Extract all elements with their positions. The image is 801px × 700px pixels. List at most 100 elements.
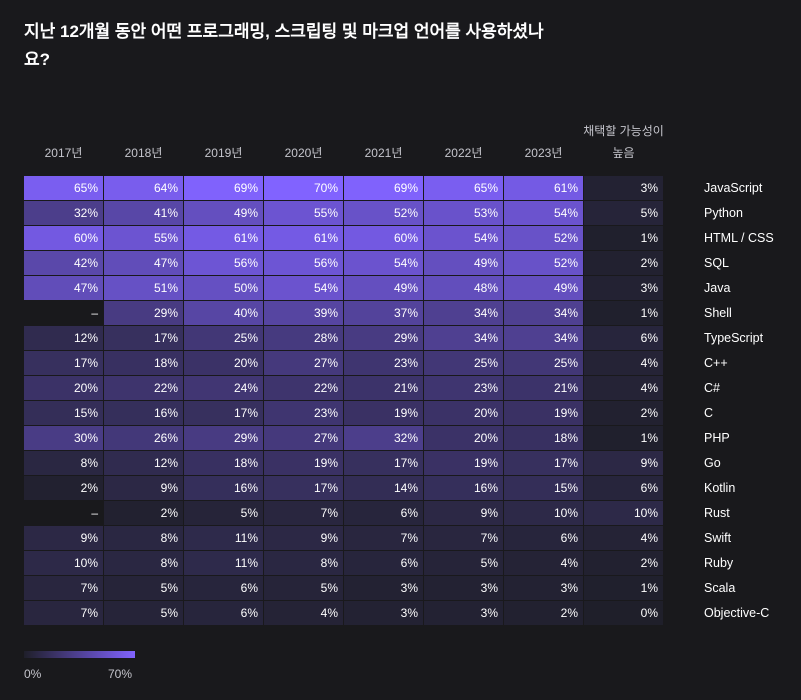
cell-label: 34%: [554, 306, 578, 320]
heatmap-cell: [184, 251, 263, 275]
heatmap-cell: [184, 601, 263, 625]
heatmap-cell: [344, 301, 423, 325]
row-label: Go: [704, 456, 721, 470]
heatmap-cell: [584, 201, 663, 225]
row-label: JavaScript: [704, 181, 763, 195]
heatmap-cell: [24, 426, 103, 450]
heatmap-cell: [24, 176, 103, 200]
cell-label: 47%: [74, 281, 98, 295]
cell-label: 4%: [561, 556, 579, 570]
cell-label: 2%: [641, 556, 659, 570]
legend-min-label: 0%: [24, 667, 42, 681]
heatmap-cell: [264, 276, 343, 300]
heatmap-cell: [504, 326, 583, 350]
cell-label: 41%: [154, 206, 178, 220]
cell-label: 9%: [161, 481, 179, 495]
cell-label: 20%: [74, 381, 98, 395]
heatmap-cell: [24, 351, 103, 375]
cell-label: 8%: [321, 556, 339, 570]
cell-label: 61%: [314, 231, 338, 245]
cell-label: 4%: [641, 356, 659, 370]
cell-label: 50%: [234, 281, 258, 295]
cell-label: 17%: [234, 406, 258, 420]
cell-label: 11%: [235, 556, 258, 570]
cell-label: 48%: [474, 281, 498, 295]
cell-label: 3%: [561, 581, 579, 595]
heatmap-cell: [24, 401, 103, 425]
cell-label: 2%: [641, 256, 659, 270]
heatmap-cell: [344, 401, 423, 425]
cell-label: 7%: [481, 531, 499, 545]
cell-label: 9%: [81, 531, 99, 545]
cell-label: 56%: [314, 256, 338, 270]
cell-label: 2%: [81, 481, 99, 495]
heatmap-cell: [24, 226, 103, 250]
cell-label: 20%: [474, 406, 498, 420]
cell-label: 0%: [641, 606, 659, 620]
heatmap-cell: [424, 351, 503, 375]
cell-label: 16%: [474, 481, 498, 495]
column-header: 2017년: [45, 146, 83, 160]
heatmap-cell: [584, 251, 663, 275]
cell-label: 5%: [641, 206, 659, 220]
heatmap-cell: [104, 501, 183, 525]
heatmap-cell: [504, 401, 583, 425]
heatmap-cell: [104, 401, 183, 425]
cell-label: 34%: [474, 331, 498, 345]
color-scale-legend: [24, 651, 135, 658]
cell-label: 37%: [394, 306, 418, 320]
cell-label: 3%: [401, 606, 419, 620]
heatmap-cell: [504, 176, 583, 200]
heatmap-cell: [344, 251, 423, 275]
cell-label: 29%: [394, 331, 418, 345]
heatmap-cell: [504, 576, 583, 600]
cell-label: 8%: [161, 556, 179, 570]
heatmap-cell: [184, 576, 263, 600]
heatmap-cell: [424, 176, 503, 200]
cell-label: 25%: [234, 331, 258, 345]
cell-label: 1%: [641, 231, 659, 245]
heatmap-cell: [424, 401, 503, 425]
cell-label: 39%: [314, 306, 338, 320]
heatmap-cell: [184, 551, 263, 575]
heatmap-cell: [424, 426, 503, 450]
heatmap-cell: [344, 526, 423, 550]
heatmap-cell: [584, 601, 663, 625]
cell-label: 53%: [474, 206, 498, 220]
cell-label: 40%: [234, 306, 258, 320]
cell-label: 23%: [474, 381, 498, 395]
heatmap-cell: [24, 501, 103, 525]
cell-label: 56%: [234, 256, 258, 270]
heatmap-cell: [264, 601, 343, 625]
heatmap-cell: [344, 351, 423, 375]
cell-label: 17%: [74, 356, 98, 370]
cell-label: 55%: [154, 231, 178, 245]
heatmap-cell: [104, 176, 183, 200]
heatmap-cell: [24, 576, 103, 600]
row-label: Python: [704, 206, 743, 220]
heatmap-cell: [584, 576, 663, 600]
heatmap-cell: [24, 301, 103, 325]
row-label: Ruby: [704, 556, 734, 570]
heatmap-cell: [184, 476, 263, 500]
cell-label: 27%: [314, 356, 338, 370]
heatmap-cell: [104, 576, 183, 600]
heatmap-cell: [104, 276, 183, 300]
cell-label: 70%: [314, 181, 338, 195]
heatmap-cell: [504, 551, 583, 575]
heatmap-cell: [344, 276, 423, 300]
heatmap-cell: [504, 201, 583, 225]
cell-label: 7%: [321, 506, 339, 520]
cell-label: 8%: [81, 456, 99, 470]
heatmap-cell: [424, 251, 503, 275]
heatmap-cell: [264, 326, 343, 350]
cell-label: 61%: [554, 181, 578, 195]
cell-label: 52%: [394, 206, 418, 220]
cell-label: 20%: [234, 356, 258, 370]
cell-label: –: [91, 506, 98, 520]
cell-label: 65%: [474, 181, 498, 195]
cell-label: 60%: [74, 231, 98, 245]
column-header: 2020년: [285, 146, 323, 160]
cell-label: 49%: [234, 206, 258, 220]
